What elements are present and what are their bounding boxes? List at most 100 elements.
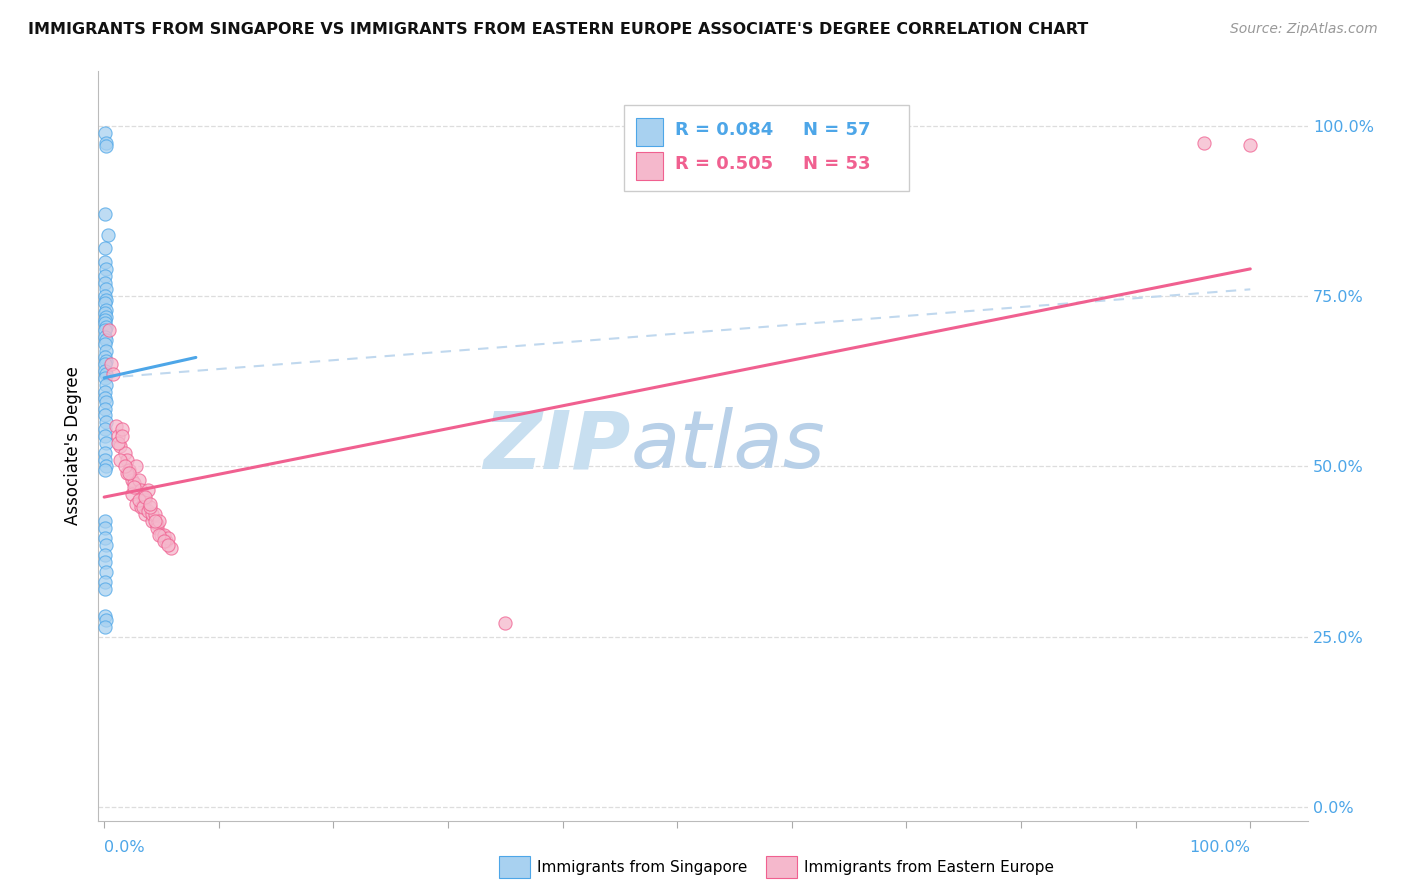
Point [94, 609, 117, 624]
Point [94, 531, 117, 545]
FancyBboxPatch shape [624, 105, 908, 191]
Point [96, 139, 118, 153]
Point [125, 459, 148, 474]
Point [143, 514, 166, 528]
Point [128, 473, 150, 487]
Point [136, 504, 159, 518]
Y-axis label: Associate's Degree: Associate's Degree [65, 367, 83, 525]
Point [94, 207, 117, 221]
Point [94, 409, 117, 423]
Point [134, 493, 156, 508]
Point [121, 486, 143, 500]
Point [96, 354, 118, 368]
Point [94, 296, 117, 310]
Point [143, 507, 166, 521]
Bar [637, 118, 664, 146]
Point [139, 500, 162, 515]
Point [94, 371, 117, 385]
Point [157, 538, 180, 552]
Text: 100.0%: 100.0% [1189, 839, 1250, 855]
Point [129, 483, 152, 498]
Point [94, 351, 117, 365]
Point [96, 261, 118, 276]
Point [94, 126, 117, 140]
Point [134, 490, 156, 504]
Point [100, 357, 122, 371]
Point [94, 242, 117, 256]
Point [118, 467, 141, 481]
Point [125, 497, 148, 511]
Point [96, 282, 118, 296]
Point [146, 521, 169, 535]
Point [129, 500, 152, 515]
Point [94, 364, 117, 378]
Point [132, 490, 155, 504]
Point [139, 497, 162, 511]
Point [157, 531, 180, 545]
Point [96, 368, 118, 382]
Point [152, 527, 174, 541]
Point [136, 483, 159, 498]
Point [94, 357, 117, 371]
Point [96, 415, 118, 429]
Point [94, 446, 117, 460]
Text: Immigrants from Eastern Europe: Immigrants from Eastern Europe [804, 860, 1054, 874]
Text: IMMIGRANTS FROM SINGAPORE VS IMMIGRANTS FROM EASTERN EUROPE ASSOCIATE'S DEGREE C: IMMIGRANTS FROM SINGAPORE VS IMMIGRANTS … [28, 22, 1088, 37]
Point [155, 534, 177, 549]
Point [1239, 137, 1261, 152]
Point [96, 319, 118, 334]
Text: R = 0.084: R = 0.084 [675, 120, 773, 139]
Text: ZIP: ZIP [484, 407, 630, 485]
Text: atlas: atlas [630, 407, 825, 485]
Point [115, 452, 138, 467]
Text: N = 57: N = 57 [803, 120, 870, 139]
Point [96, 613, 118, 627]
Point [94, 514, 117, 528]
Point [111, 429, 134, 443]
Point [132, 500, 155, 515]
Point [94, 336, 117, 351]
Point [150, 527, 173, 541]
Point [96, 538, 118, 552]
Point [103, 368, 125, 382]
Point [94, 619, 117, 633]
Point [96, 136, 118, 150]
Point [148, 514, 170, 528]
Point [128, 493, 150, 508]
Bar [637, 152, 664, 180]
Point [141, 507, 163, 521]
Point [111, 422, 134, 436]
Point [108, 452, 131, 467]
Point [141, 514, 163, 528]
Point [94, 548, 117, 562]
Point [96, 310, 118, 324]
Point [94, 463, 117, 477]
Point [134, 507, 156, 521]
Point [108, 439, 131, 453]
Point [159, 541, 181, 556]
Point [114, 459, 136, 474]
Point [94, 429, 117, 443]
Point [96, 394, 118, 409]
Point [94, 306, 117, 320]
Point [97, 227, 120, 242]
Point [97, 323, 120, 337]
Point [94, 289, 117, 303]
Point [107, 429, 129, 443]
Point [94, 276, 117, 290]
Point [94, 555, 117, 569]
Text: Source: ZipAtlas.com: Source: ZipAtlas.com [1230, 22, 1378, 37]
Point [94, 401, 117, 416]
Point [122, 480, 145, 494]
Text: R = 0.505: R = 0.505 [675, 154, 773, 172]
Point [94, 330, 117, 344]
Point [94, 392, 117, 406]
Point [146, 517, 169, 532]
Point [96, 435, 118, 450]
Text: N = 53: N = 53 [803, 154, 870, 172]
Point [94, 521, 117, 535]
Point [94, 313, 117, 327]
Point [104, 418, 127, 433]
Text: 0.0%: 0.0% [104, 839, 145, 855]
Point [94, 575, 117, 590]
